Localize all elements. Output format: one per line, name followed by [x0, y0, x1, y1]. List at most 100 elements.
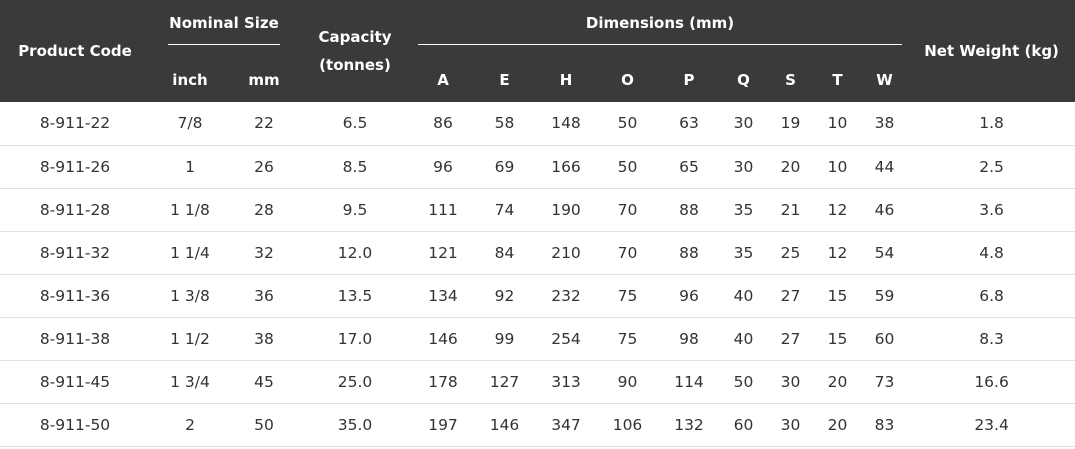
cell-inch: 1 1/4	[150, 231, 230, 275]
cell-inch: 7/8	[150, 102, 230, 146]
cell-mm: 28	[230, 188, 298, 232]
cell-dim-w: 73	[861, 360, 909, 404]
cell-net-weight: 23.4	[908, 403, 1075, 447]
capacity-unit: (tonnes)	[319, 56, 391, 74]
cell-product-code: 8-911-28	[0, 188, 150, 232]
cell-mm: 36	[230, 274, 298, 318]
cell-inch: 1 1/2	[150, 317, 230, 361]
cell-dim-a: 134	[412, 274, 474, 318]
cell-product-code: 8-911-32	[0, 231, 150, 275]
cell-dim-e: 127	[474, 360, 535, 404]
cell-dim-s: 19	[767, 102, 814, 146]
cell-dim-s: 25	[767, 231, 814, 275]
cell-dim-p: 88	[658, 188, 720, 232]
cell-dim-q: 35	[720, 231, 767, 275]
table-row: 8-911-32 1 1/4 32 12.0 121 84 210 70 88 35 25 12 54 4…	[0, 231, 1075, 275]
cell-inch: 1 1/8	[150, 188, 230, 232]
cell-dim-o: 70	[597, 188, 658, 232]
cell-dim-t: 12	[814, 231, 861, 275]
cell-dim-w: 59	[861, 274, 909, 318]
cell-dim-h: 232	[535, 274, 597, 318]
cell-dim-o: 75	[597, 317, 658, 361]
cell-dim-s: 27	[767, 317, 814, 361]
cell-dim-e: 69	[474, 145, 535, 189]
table-header: Product Code Nominal Size Capacity (tonn…	[0, 0, 1075, 102]
header-product-code: Product Code	[0, 0, 150, 102]
cell-mm: 22	[230, 102, 298, 146]
cell-dim-h: 254	[535, 317, 597, 361]
cell-dim-a: 86	[412, 102, 474, 146]
table-body: 8-911-22 7/8 22 6.5 86 58 148 50 63 30 19 10 38 1.8 8-…	[0, 102, 1075, 447]
cell-capacity: 12.0	[298, 231, 412, 275]
capacity-label: Capacity	[318, 28, 392, 46]
cell-dim-q: 35	[720, 188, 767, 232]
cell-dim-w: 44	[861, 145, 909, 189]
cell-dim-w: 38	[861, 102, 909, 146]
cell-net-weight: 16.6	[908, 360, 1075, 404]
cell-net-weight: 8.3	[908, 317, 1075, 361]
cell-dim-a: 197	[412, 403, 474, 447]
cell-dim-o: 70	[597, 231, 658, 275]
cell-dim-t: 15	[814, 317, 861, 361]
cell-dim-a: 121	[412, 231, 474, 275]
cell-dim-t: 15	[814, 274, 861, 318]
cell-dim-w: 46	[861, 188, 909, 232]
cell-dim-q: 60	[720, 403, 767, 447]
cell-mm: 50	[230, 403, 298, 447]
cell-product-code: 8-911-22	[0, 102, 150, 146]
cell-capacity: 9.5	[298, 188, 412, 232]
cell-dim-a: 96	[412, 145, 474, 189]
cell-dim-t: 20	[814, 403, 861, 447]
cell-product-code: 8-911-36	[0, 274, 150, 318]
cell-mm: 32	[230, 231, 298, 275]
header-dim-e: E	[474, 58, 535, 102]
cell-dim-p: 65	[658, 145, 720, 189]
cell-inch: 1 3/8	[150, 274, 230, 318]
cell-dim-q: 40	[720, 317, 767, 361]
header-dimensions: Dimensions (mm)	[412, 0, 909, 58]
cell-dim-q: 40	[720, 274, 767, 318]
header-dim-q: Q	[720, 58, 767, 102]
cell-dim-t: 10	[814, 145, 861, 189]
cell-product-code: 8-911-38	[0, 317, 150, 361]
cell-dim-p: 63	[658, 102, 720, 146]
header-mm: mm	[230, 58, 298, 102]
header-capacity: Capacity (tonnes)	[298, 0, 412, 102]
cell-dim-p: 96	[658, 274, 720, 318]
dimensions-label: Dimensions (mm)	[418, 14, 903, 45]
cell-inch: 2	[150, 403, 230, 447]
cell-dim-e: 58	[474, 102, 535, 146]
cell-dim-t: 20	[814, 360, 861, 404]
cell-dim-q: 50	[720, 360, 767, 404]
header-dim-s: S	[767, 58, 814, 102]
header-dim-w: W	[861, 58, 909, 102]
header-dim-a: A	[412, 58, 474, 102]
cell-dim-h: 148	[535, 102, 597, 146]
cell-capacity: 25.0	[298, 360, 412, 404]
cell-net-weight: 1.8	[908, 102, 1075, 146]
cell-dim-s: 20	[767, 145, 814, 189]
cell-dim-e: 99	[474, 317, 535, 361]
cell-net-weight: 4.8	[908, 231, 1075, 275]
cell-product-code: 8-911-26	[0, 145, 150, 189]
cell-capacity: 13.5	[298, 274, 412, 318]
cell-dim-o: 50	[597, 102, 658, 146]
cell-dim-s: 30	[767, 403, 814, 447]
table-row: 8-911-38 1 1/2 38 17.0 146 99 254 75 98 40 27 15 60 8…	[0, 317, 1075, 361]
cell-dim-p: 114	[658, 360, 720, 404]
table-row: 8-911-28 1 1/8 28 9.5 111 74 190 70 88 35 21 12 46 3.…	[0, 188, 1075, 232]
cell-dim-h: 210	[535, 231, 597, 275]
cell-dim-q: 30	[720, 102, 767, 146]
cell-dim-h: 347	[535, 403, 597, 447]
header-nominal-size: Nominal Size	[150, 0, 298, 58]
cell-mm: 45	[230, 360, 298, 404]
cell-dim-w: 54	[861, 231, 909, 275]
cell-inch: 1 3/4	[150, 360, 230, 404]
cell-dim-h: 313	[535, 360, 597, 404]
cell-dim-t: 12	[814, 188, 861, 232]
cell-dim-a: 111	[412, 188, 474, 232]
cell-net-weight: 2.5	[908, 145, 1075, 189]
cell-mm: 26	[230, 145, 298, 189]
cell-dim-o: 50	[597, 145, 658, 189]
